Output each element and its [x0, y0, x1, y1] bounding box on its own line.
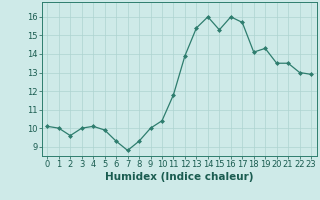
X-axis label: Humidex (Indice chaleur): Humidex (Indice chaleur) [105, 172, 253, 182]
